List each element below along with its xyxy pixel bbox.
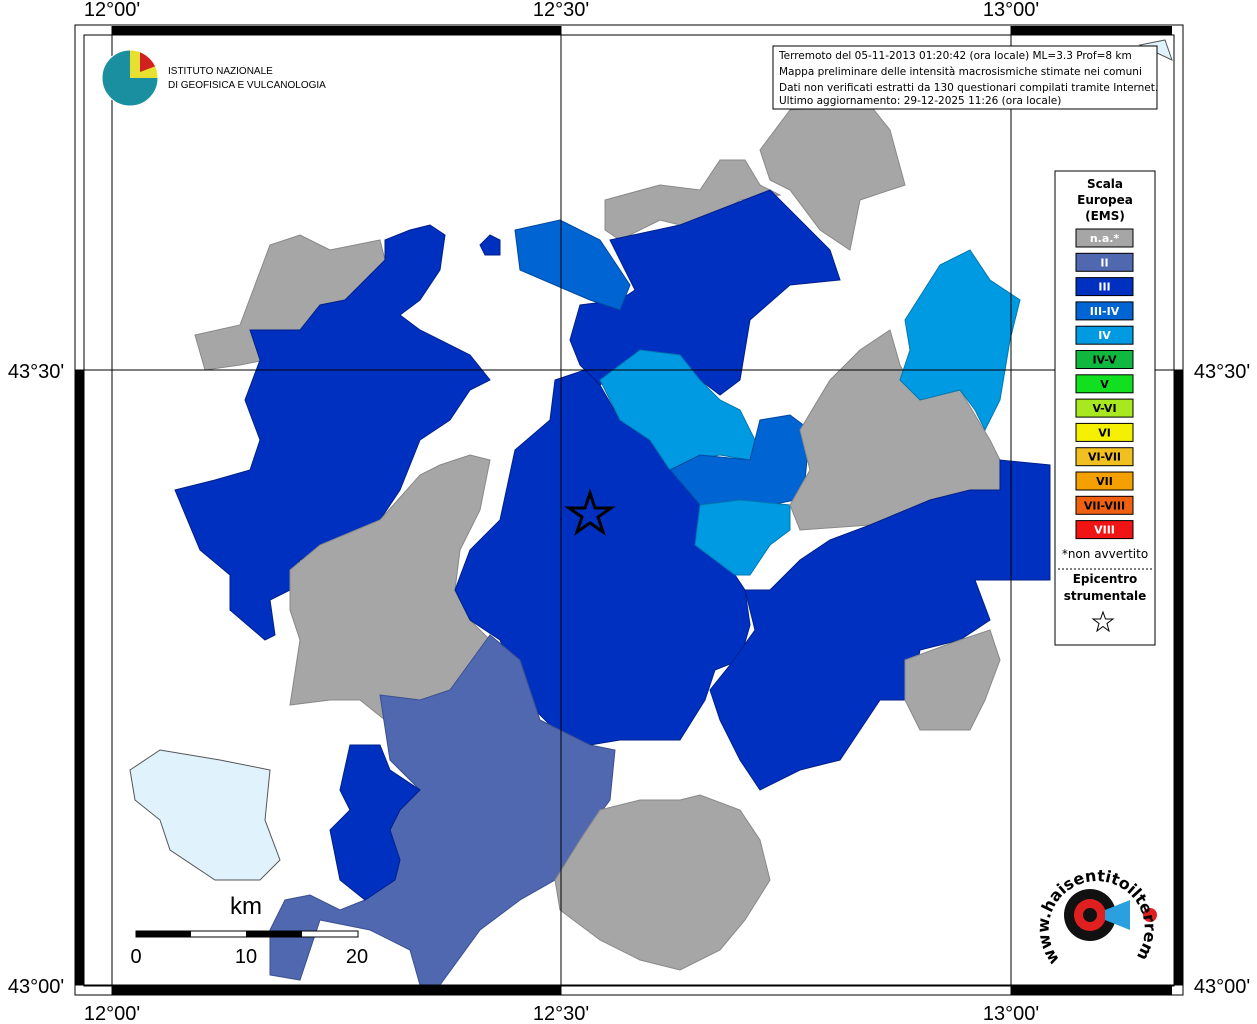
logo-text: ISTITUTO NAZIONALE <box>168 66 273 77</box>
legend-label: III-IV <box>1090 305 1120 318</box>
scale-label: 20 <box>346 946 368 968</box>
border-bars <box>75 26 1183 995</box>
lon-label: 12°30' <box>533 0 589 21</box>
legend-swatch <box>1075 301 1134 321</box>
epicenter-star <box>564 488 616 536</box>
legend-epicenter: Epicentro <box>1073 572 1138 586</box>
info-line: Terremoto del 05-11-2013 01:20:42 (ora l… <box>778 50 1132 62</box>
legend-swatch <box>1075 252 1134 272</box>
scale-unit: km <box>230 893 262 920</box>
scale-label: 0 <box>130 946 141 968</box>
logo-text: DI GEOFISICA E VULCANOLOGIA <box>168 80 326 91</box>
legend-label: III <box>1098 281 1110 294</box>
lon-label: 13°00' <box>983 0 1039 21</box>
axis-labels: 12°00' 12°30' 13°00' 12°00' 12°30' 13°00… <box>8 0 1250 1024</box>
ingv-logo: ISTITUTO NAZIONALE DI GEOFISICA E VULCAN… <box>101 49 326 107</box>
legend-swatch <box>1075 398 1134 418</box>
legend-label: V-VI <box>1092 402 1116 415</box>
legend-swatch <box>1075 350 1134 369</box>
graticule <box>75 26 1183 995</box>
info-box: Terremoto del 05-11-2013 01:20:42 (ora l… <box>772 45 1158 110</box>
legend-title: (EMS) <box>1085 209 1125 223</box>
legend-label: VII <box>1096 475 1113 488</box>
legend-swatch <box>1075 447 1134 467</box>
legend-label: VII-VIII <box>1084 499 1125 512</box>
lon-label: 12°30' <box>533 1003 589 1024</box>
legend-label: II <box>1100 256 1108 269</box>
lon-label: 13°00' <box>983 1003 1039 1024</box>
legend-label: VI <box>1098 426 1111 439</box>
legend-epicenter: strumentale <box>1064 589 1147 603</box>
legend-label: IV-V <box>1092 354 1117 367</box>
legend-swatch <box>1075 325 1134 345</box>
regions <box>129 39 1173 986</box>
lat-label: 43°00' <box>8 976 64 998</box>
lat-label: 43°30' <box>1194 361 1250 383</box>
legend-swatch <box>1075 277 1134 297</box>
legend-swatch <box>1075 495 1134 515</box>
legend-swatch <box>1075 374 1134 394</box>
legend-label: V <box>1100 378 1109 391</box>
legend-swatch <box>1075 228 1134 248</box>
scale-label: 10 <box>235 946 257 968</box>
info-line: Ultimo aggiornamento: 29-12-2025 11:26 (… <box>779 95 1061 107</box>
legend-swatch <box>1075 422 1134 442</box>
legend-note: *non avvertito <box>1062 547 1148 561</box>
legend-label: VIII <box>1094 524 1115 537</box>
legend-star <box>1091 610 1115 633</box>
legend-swatch <box>1075 471 1134 491</box>
legend-title: Europea <box>1077 193 1133 207</box>
info-line: Dati non verificati estratti da 130 ques… <box>779 82 1158 94</box>
legend-label: n.a.* <box>1090 232 1120 245</box>
legend: Scala Europea (EMS) *non avvertito Epice… <box>1054 170 1156 646</box>
legend-label: IV <box>1098 329 1111 342</box>
lat-label: 43°00' <box>1194 976 1250 998</box>
lat-label: 43°30' <box>8 361 64 383</box>
info-line: Mappa preliminare delle intensità macros… <box>779 66 1142 78</box>
scale-bar: km 0 10 20 <box>130 893 368 968</box>
lon-label: 12°00' <box>84 0 140 21</box>
lon-label: 12°00' <box>84 1003 140 1024</box>
legend-swatch <box>1075 520 1134 540</box>
legend-title: Scala <box>1087 177 1123 191</box>
legend-label: VI-VII <box>1088 451 1121 464</box>
